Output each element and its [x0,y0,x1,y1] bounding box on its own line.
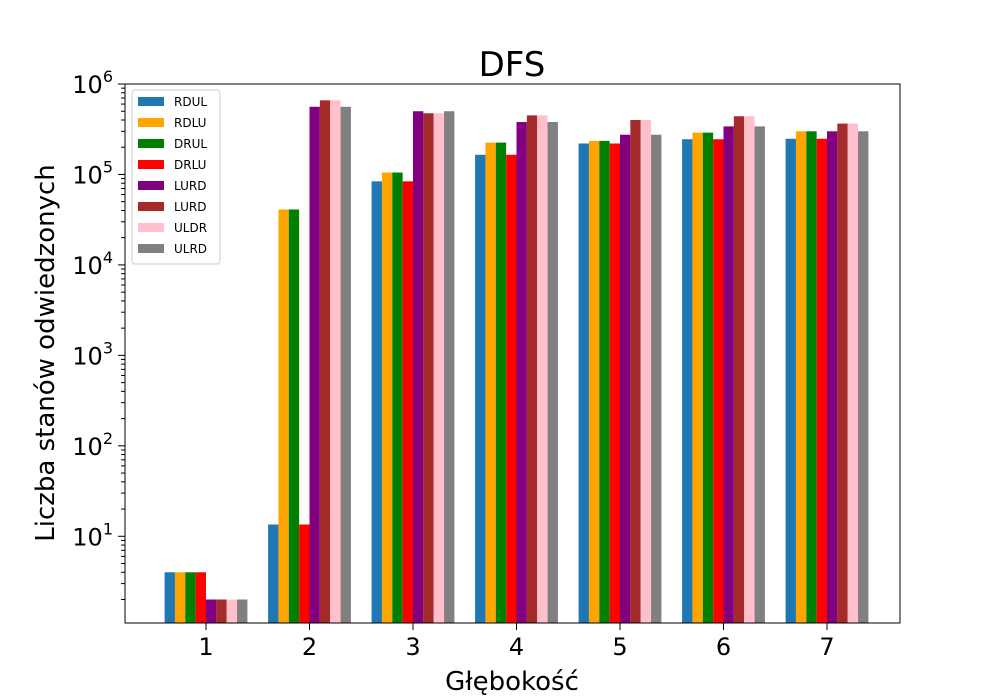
x-tick-label: 1 [198,633,213,661]
bar-drul-1 [185,572,196,623]
bar-drul-7 [806,131,817,624]
legend-swatch [138,223,164,232]
bar-ulrd-2 [340,106,351,623]
bar-ulrd-4 [547,122,558,623]
y-tick-label: 101 [72,519,113,551]
bar-rdlu-5 [588,140,600,623]
legend-label: LURD [174,200,206,214]
bar-drlu-7 [816,138,827,623]
bar-rdlu-2 [278,209,289,624]
legend-label: RDLU [174,116,206,130]
bar-drlu-1 [195,572,206,623]
bar-rdul-6 [682,139,693,623]
bar-drul-2 [288,209,300,624]
x-axis-label: Głębokość [445,667,579,697]
bar-lurd-6 [723,126,734,623]
legend: RDUL RDLU DRUL DRLU LURD LURD ULDR ULRD [131,89,221,265]
bar-drul-6 [702,132,714,623]
bar-uldr-6 [744,116,755,623]
bar-lurd-2 [319,100,331,623]
legend-label: LURD [174,179,206,193]
bar-rdul-3 [371,181,382,623]
bar-drul-4 [495,142,507,623]
x-tick-label: 7 [819,633,834,661]
legend-label: DRUL [174,137,207,151]
bar-lurd-2 [309,106,320,623]
bar-drlu-4 [506,154,517,623]
bar-rdlu-1 [174,572,186,623]
bar-ulrd-7 [858,131,869,624]
legend-swatch [138,202,164,211]
bar-lurd-3 [423,113,434,623]
bar-ulrd-3 [444,111,455,623]
bar-ulrd-1 [237,599,248,623]
y-tick-label: 106 [72,67,113,99]
bar-lurd-7 [837,123,848,623]
bar-uldr-2 [330,100,341,623]
x-axis-ticks: 1 2 3 4 5 6 7 [198,623,835,661]
bar-rdul-1 [164,572,175,623]
bar-drul-5 [599,140,610,623]
bar-drul-3 [392,172,403,624]
bar-rdlu-4 [485,142,496,623]
y-tick-label: 105 [72,157,113,189]
bar-rdul-4 [475,154,486,623]
x-tick-label: 2 [302,633,317,661]
bar-lurd-5 [620,134,631,623]
bar-lurd-3 [413,111,424,623]
bar-rdlu-3 [381,172,393,624]
y-axis-label: Liczba stanów odwiedzonych [31,164,61,542]
legend-swatch [138,181,164,190]
bar-lurd-7 [827,131,838,624]
bar-rdlu-6 [692,132,703,623]
y-tick-label: 102 [72,429,113,461]
bar-rdul-2 [268,524,279,623]
bar-lurd-6 [733,116,745,623]
bar-lurd-4 [526,115,538,624]
bar-rdul-5 [578,143,589,624]
bar-drlu-2 [299,524,310,623]
y-axis-ticks: 101 102 103 104 105 106 [72,67,125,601]
legend-label: ULRD [174,242,207,256]
bar-uldr-3 [433,113,445,623]
bar-uldr-5 [640,120,652,623]
bar-ulrd-6 [754,126,765,623]
x-tick-label: 5 [612,633,627,661]
legend-swatch [138,118,164,127]
bar-drlu-5 [609,143,620,624]
bar-rdul-7 [785,138,796,623]
y-tick-label: 103 [72,338,113,370]
bar-ulrd-5 [651,134,662,623]
legend-swatch [138,97,164,106]
bar-lurd-1 [206,599,217,623]
legend-swatch [138,139,164,148]
bar-lurd-1 [216,599,227,623]
plot-frame [124,83,901,624]
legend-label: ULDR [174,221,207,235]
x-tick-label: 3 [405,633,420,661]
bar-uldr-4 [537,115,548,624]
x-tick-label: 4 [509,633,524,661]
x-tick-label: 6 [716,633,731,661]
y-tick-label: 104 [72,248,113,280]
chart-title: DFS [479,45,546,85]
bar-drlu-3 [402,181,413,623]
bar-uldr-7 [847,123,859,623]
bars-group [164,100,869,624]
bar-lurd-5 [630,120,641,623]
bar-uldr-1 [226,599,238,623]
bar-lurd-4 [516,122,527,623]
legend-swatch [138,244,164,253]
legend-swatch [138,160,164,169]
legend-box [131,89,221,265]
legend-label: DRLU [174,158,206,172]
legend-label: RDUL [174,95,207,109]
bar-drlu-6 [713,139,724,623]
bar-rdlu-7 [795,131,807,624]
